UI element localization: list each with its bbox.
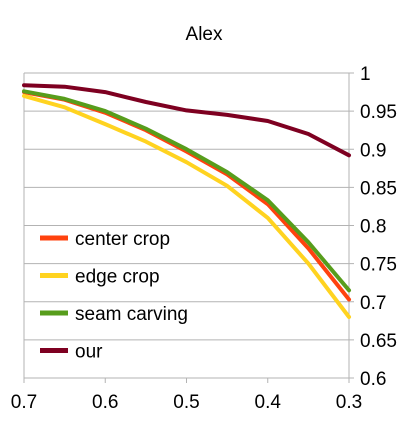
axes: 0.6 0.65 0.7 0.75 0.8 0.85 0.9 0.95 1 0.7 0.6 0.5 0.… (11, 64, 397, 413)
y-tick-label: 0.65 (360, 331, 397, 352)
legend-label: our (75, 342, 103, 363)
series-line-center-crop (22, 90, 351, 302)
y-tick-label: 0.85 (360, 178, 397, 199)
x-tick-label: 0.7 (11, 392, 37, 413)
legend-label: edge crop (75, 267, 160, 288)
legend: center crop edge crop seam carving our (40, 229, 188, 363)
x-tick-label: 0.6 (92, 392, 118, 413)
y-tick-label: 0.8 (360, 217, 386, 238)
series-line-seam-carving (22, 89, 351, 293)
legend-label: seam carving (75, 304, 188, 325)
grid-lines (24, 72, 349, 379)
y-tick-label: 0.95 (360, 102, 397, 123)
y-tick-label: 0.6 (360, 369, 386, 390)
x-tick-label: 0.5 (173, 392, 199, 413)
series-line-edge-crop (22, 93, 351, 319)
y-tick-label: 0.9 (360, 140, 386, 161)
series-line-our (22, 83, 351, 158)
x-tick-label: 0.3 (336, 392, 362, 413)
y-tick-label: 0.75 (360, 255, 397, 276)
legend-label: center crop (75, 229, 170, 250)
series-lines (22, 83, 351, 319)
x-tick-label: 0.4 (255, 392, 282, 413)
y-tick-label: 1 (360, 64, 371, 85)
chart-title: Alex (186, 24, 223, 45)
y-tick-label: 0.7 (360, 293, 386, 314)
